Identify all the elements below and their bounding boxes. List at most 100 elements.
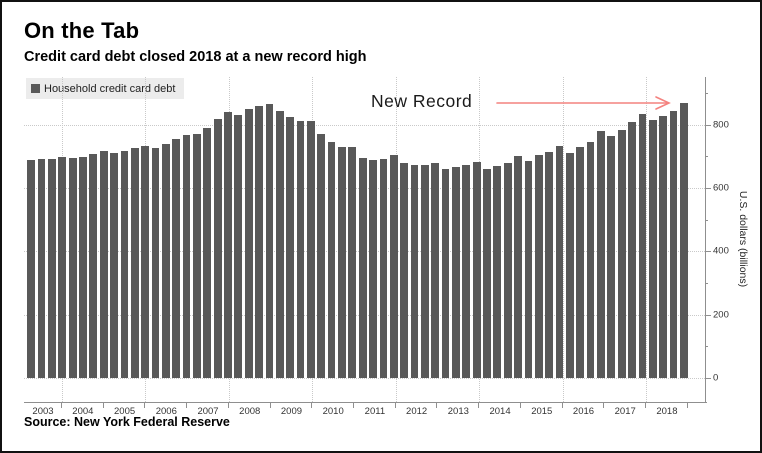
y-minor-tick bbox=[705, 346, 708, 348]
y-axis-spine bbox=[705, 77, 706, 403]
bar bbox=[296, 120, 305, 378]
y-minor-tick bbox=[705, 283, 708, 285]
x-tick-label: 2017 bbox=[604, 403, 646, 417]
bar bbox=[659, 115, 667, 378]
bar bbox=[58, 157, 67, 378]
y-axis-label: U.S. dollars (billions) bbox=[737, 190, 749, 288]
x-tick-label: 2015 bbox=[521, 403, 563, 417]
bar bbox=[27, 160, 36, 378]
bar bbox=[565, 152, 574, 378]
x-tick-label: 2004 bbox=[62, 403, 104, 417]
x-tick-label: 2003 bbox=[24, 403, 62, 417]
y-tick-label: 200 bbox=[713, 309, 729, 321]
bar bbox=[679, 102, 688, 378]
bar bbox=[68, 157, 77, 378]
legend-swatch-icon bbox=[31, 84, 40, 93]
x-tick-label: 2013 bbox=[437, 403, 479, 417]
x-tick-label: 2007 bbox=[187, 403, 229, 417]
bar bbox=[193, 134, 201, 378]
bar bbox=[358, 157, 367, 378]
chart-subtitle: Credit card debt closed 2018 at a new re… bbox=[24, 49, 367, 65]
legend: Household credit card debt bbox=[26, 78, 185, 99]
bar bbox=[503, 162, 512, 378]
x-tick-label: 2009 bbox=[271, 403, 313, 417]
bar bbox=[669, 110, 678, 378]
bar bbox=[286, 116, 295, 378]
x-tick-label: 2008 bbox=[229, 403, 271, 417]
y-tick bbox=[705, 124, 711, 126]
bar bbox=[234, 114, 243, 378]
bar bbox=[545, 151, 554, 378]
bar bbox=[120, 151, 129, 378]
legend-label: Household credit card debt bbox=[44, 82, 176, 95]
bar bbox=[317, 133, 326, 378]
x-tick-label: 2006 bbox=[145, 403, 187, 417]
x-tick-label: 2011 bbox=[354, 403, 396, 417]
bar bbox=[37, 158, 46, 378]
y-tick-label: 800 bbox=[713, 119, 729, 131]
bar bbox=[483, 169, 491, 378]
bar bbox=[493, 166, 502, 378]
y-minor-tick bbox=[705, 156, 708, 158]
x-tick-label: 2018 bbox=[646, 403, 688, 417]
bar bbox=[348, 146, 357, 378]
bar bbox=[327, 142, 336, 378]
bar bbox=[472, 161, 481, 378]
bar bbox=[638, 113, 647, 378]
bar bbox=[213, 119, 222, 378]
bar bbox=[48, 158, 56, 378]
bar bbox=[244, 108, 253, 378]
new-record-arrow-icon bbox=[496, 96, 671, 110]
bar bbox=[400, 163, 408, 378]
bar bbox=[369, 159, 377, 378]
bar bbox=[441, 169, 450, 378]
x-axis-filler bbox=[688, 403, 707, 417]
bar bbox=[89, 154, 98, 378]
x-tick-label: 2012 bbox=[396, 403, 438, 417]
bar bbox=[161, 144, 170, 378]
bar bbox=[524, 161, 533, 378]
source-note: Source: New York Federal Reserve bbox=[24, 415, 230, 429]
bar bbox=[99, 151, 108, 378]
bar bbox=[452, 166, 460, 378]
bar bbox=[172, 139, 181, 378]
y-tick bbox=[705, 251, 711, 253]
bar bbox=[514, 156, 522, 378]
h-gridline bbox=[24, 378, 705, 379]
bar bbox=[628, 122, 636, 378]
bar bbox=[410, 165, 419, 378]
bar bbox=[203, 127, 212, 378]
bar bbox=[255, 106, 263, 378]
y-tick-label: 600 bbox=[713, 182, 729, 194]
bar bbox=[617, 129, 626, 378]
bar bbox=[648, 119, 657, 378]
h-gridline bbox=[24, 124, 705, 126]
bar bbox=[389, 155, 398, 378]
bar bbox=[420, 164, 429, 378]
y-minor-tick bbox=[705, 219, 708, 221]
bar bbox=[534, 155, 543, 378]
bar bbox=[462, 165, 471, 378]
bar bbox=[151, 148, 160, 378]
new-record-annotation: New Record bbox=[371, 91, 473, 111]
y-tick-label: 0 bbox=[713, 372, 719, 384]
bar bbox=[141, 146, 150, 378]
bar bbox=[275, 111, 284, 378]
bar-series bbox=[26, 77, 689, 378]
bar bbox=[586, 141, 595, 378]
y-minor-tick bbox=[705, 93, 708, 95]
chart-title: On the Tab bbox=[24, 18, 140, 43]
bar bbox=[379, 158, 388, 378]
x-tick-label: 2014 bbox=[479, 403, 521, 417]
bar bbox=[110, 153, 118, 378]
bar bbox=[431, 163, 440, 378]
y-tick-label: 400 bbox=[713, 245, 729, 257]
bar bbox=[597, 131, 605, 378]
bar bbox=[182, 134, 191, 378]
bar bbox=[265, 103, 274, 378]
bar bbox=[607, 136, 616, 378]
bar bbox=[130, 147, 139, 378]
y-tick bbox=[705, 314, 711, 316]
bar bbox=[224, 112, 232, 378]
